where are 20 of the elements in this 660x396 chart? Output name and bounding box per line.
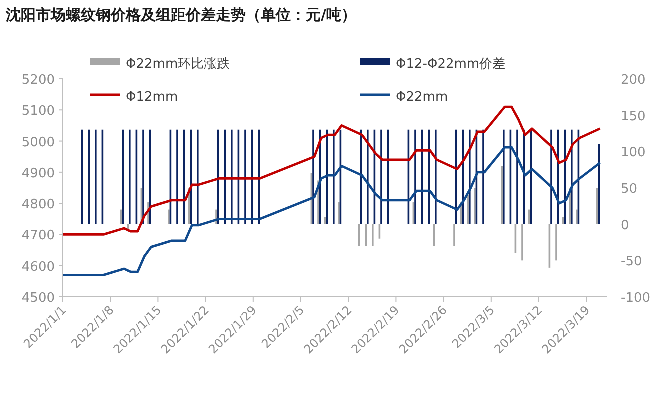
y-tick-label: 4700 bbox=[22, 228, 55, 244]
legend-label: Φ22mm bbox=[396, 90, 448, 105]
y-tick-label: 5000 bbox=[22, 135, 55, 150]
y2-tick-label: 200 bbox=[621, 73, 646, 88]
legend-label: Φ12-Φ22mm价差 bbox=[396, 57, 506, 72]
y2-tick-label: 100 bbox=[621, 146, 646, 161]
legend-label: Φ22mm环比涨跌 bbox=[126, 57, 230, 72]
y2-tick-label: -50 bbox=[621, 254, 642, 270]
legend-label: Φ12mm bbox=[126, 90, 178, 105]
y2-tick-label: -100 bbox=[621, 291, 651, 306]
y-tick-label: 4600 bbox=[22, 260, 55, 275]
y-tick-label: 5200 bbox=[22, 73, 55, 88]
y-tick-label: 4500 bbox=[22, 291, 55, 306]
chart-title: 沈阳市场螺纹钢价格及组距价差走势（单位：元/吨） bbox=[5, 6, 356, 24]
y2-tick-label: 0 bbox=[621, 218, 630, 234]
y-tick-label: 5100 bbox=[22, 104, 55, 120]
y-tick-label: 4900 bbox=[22, 166, 55, 182]
y-tick-label: 4800 bbox=[22, 198, 55, 213]
y2-tick-label: 150 bbox=[621, 109, 646, 124]
y2-tick-label: 50 bbox=[621, 182, 638, 197]
